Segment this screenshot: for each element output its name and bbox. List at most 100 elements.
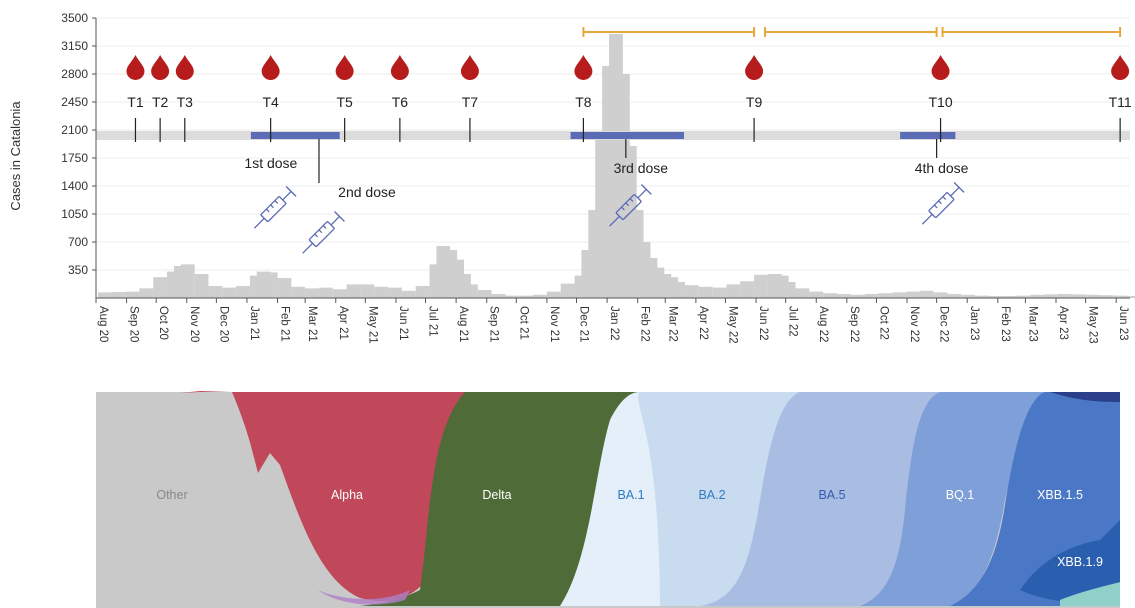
x-tick-label: Mar 23 [1026,306,1038,342]
x-tick-label: Nov 20 [188,306,200,342]
variant-label: XBB.1.9 [1057,555,1103,569]
dose-label: 4th dose [915,160,969,176]
case-bar [1099,295,1114,298]
case-bar [491,294,506,298]
case-bar [836,294,851,298]
x-tick-label: Aug 22 [817,306,829,342]
case-bar [332,289,347,298]
variant-label: Alpha [331,488,363,502]
syringe-icons [253,182,965,254]
case-bar [519,295,534,298]
case-bar [477,290,492,298]
blood-drop-icon [261,55,280,80]
case-bar [125,291,140,298]
case-bar [1030,294,1045,298]
blood-drop-icon [151,55,170,80]
x-tick-label: May 23 [1087,306,1099,344]
case-bar [263,272,278,298]
dose-bar [570,132,685,139]
case-bars [97,34,1135,298]
x-tick-label: Jun 22 [757,306,769,341]
case-bar [388,287,402,298]
y-axis-ticks: 350 700 1050 1400 1750 2100 2450 2800 3150 3500 [61,11,96,277]
dose-bar [900,132,956,139]
x-tick-label: Dec 21 [577,306,589,342]
blood-drop-icon [175,55,194,80]
x-tick-label: Sep 21 [488,306,500,342]
cases-chart: Cases in Catalonia 350 700 1050 1400 1750 210… [8,11,1135,344]
case-bar [374,286,389,298]
case-bar [291,286,306,298]
dose-label: 2nd dose [338,184,396,200]
variant-label: BA.2 [698,488,725,502]
x-tick-label: Jul 22 [787,306,799,337]
case-bar [533,294,547,298]
follow-up-intervals [582,27,1122,37]
case-bar [139,288,154,298]
case-bar [1127,296,1135,298]
y-tick-label: 3500 [61,11,88,25]
timepoint-label: T9 [746,94,763,110]
y-tick-label: 2100 [61,123,88,137]
x-tick-label: Feb 22 [639,306,651,342]
timepoint-label: T7 [462,94,479,110]
x-tick-label: Aug 21 [457,306,469,342]
syringe-icon [253,186,297,229]
case-bar [850,294,865,298]
case-bar [1002,296,1017,298]
blood-drop-icon [1111,55,1130,80]
case-bar [415,286,430,298]
case-bar [740,281,755,298]
variant-areas [96,391,1120,608]
variant-label: Delta [482,488,511,502]
y-axis-label: Cases in Catalonia [8,101,23,211]
blood-drop-icon [460,55,479,80]
variant-stream-chart: Other Alpha Delta BA.1 BA.2 BA.5 BQ.1 XBB.1.5 XB… [96,391,1120,608]
case-bar [401,290,416,298]
variant-area-bq-1 [860,392,1050,606]
dose-bar [277,132,340,139]
dose-bar [250,132,278,139]
case-bar [988,296,1003,298]
case-bar [194,274,209,298]
y-tick-label: 350 [68,263,88,277]
x-tick-label: Jan 21 [248,306,260,341]
y-tick-label: 3150 [61,39,88,53]
variant-label: Other [156,488,187,502]
x-tick-label: May 22 [726,306,738,344]
x-tick-label: Dec 22 [938,306,950,342]
vaccine-dose-bars: 1st dose 2nd dose 3rd dose 4th dose [244,132,969,200]
case-bar [698,286,713,298]
x-tick-label: Jan 23 [968,306,980,341]
blood-drop-icon [126,55,145,80]
case-bar [111,292,126,298]
variant-area-xbb-1-9 [1020,520,1120,603]
case-bar [878,293,893,298]
case-bar [1113,295,1128,298]
timepoint-label: T8 [575,94,592,110]
y-tick-label: 1050 [61,207,88,221]
case-bar [208,286,223,298]
syringe-icon [302,211,345,254]
y-tick-label: 2800 [61,67,88,81]
case-bar [236,286,250,298]
x-tick-label: Nov 21 [548,306,560,342]
case-bar [505,295,520,298]
blood-drop-icon [931,55,950,80]
blood-drop-icon [335,55,354,80]
case-bar [305,288,319,298]
blood-drop-icon [574,55,593,80]
case-bar [222,287,237,298]
x-tick-label: Mar 21 [306,306,318,342]
case-bar [823,293,837,298]
variant-area-delta [360,392,640,606]
x-tick-label: Apr 22 [697,306,709,340]
variant-labels: Other Alpha Delta BA.1 BA.2 BA.5 BQ.1 XBB.1.5 XB… [156,488,1103,569]
x-tick-label: Jun 23 [1117,306,1129,341]
case-bar [892,292,907,298]
case-bar [153,277,168,298]
timepoint-label: T3 [177,94,194,110]
x-tick-label: Jun 21 [397,306,409,341]
case-bar [360,284,375,298]
